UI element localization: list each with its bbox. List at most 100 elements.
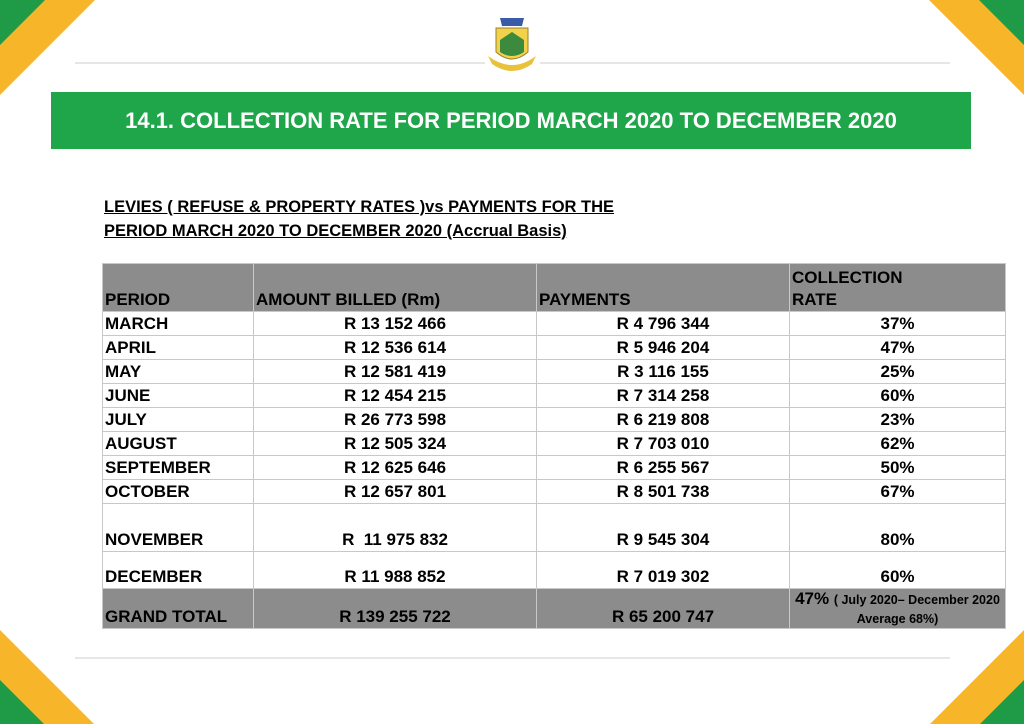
table-cell: R 4 796 344 [536,311,790,336]
table-row: MARCH R 13 152 466 R 4 796 344 37% [102,311,1006,336]
cell-text: 47% [795,589,830,608]
cell-text: AUGUST [105,434,177,453]
cell-text: R 12 657 801 [343,482,447,501]
table-cell: 50% [789,455,1006,480]
cell-text: R 4 796 344 [616,314,710,333]
table-cell: 25% [789,359,1006,384]
table-cell: JUNE [102,383,254,408]
cell-text: R 8 501 738 [616,482,710,501]
header-cell: AMOUNT BILLED (Rm) [253,263,537,312]
table-cell: R 13 152 466 [253,311,537,336]
table-cell: R 7 314 258 [536,383,790,408]
table-row: DECEMBER R 11 988 852 R 7 019 302 60% [102,551,1006,589]
header-row: PERIOD AMOUNT BILLED (Rm) PAYMENTS COLLECTI… [102,263,1006,312]
cell-text: JUNE [105,386,151,405]
cell-text: R 5 946 204 [616,338,710,357]
table-row: JULY R 26 773 598 R 6 219 808 23% [102,407,1006,432]
total-cell: GRAND TOTAL [102,588,254,629]
cell-text: R 12 581 419 [343,362,447,381]
table-cell: 23% [789,407,1006,432]
table-cell: 60% [789,383,1006,408]
table-cell: 37% [789,311,1006,336]
cell-text: R 11 988 852 [344,567,446,586]
table-cell: AUGUST [102,431,254,456]
cell-text: DECEMBER [105,567,203,586]
table-cell: 62% [789,431,1006,456]
cell-text: R 12 625 646 [343,458,447,477]
cell-text: ( July 2020– December 2020 Average 68%) [833,593,1000,626]
table-row: OCTOBER R 12 657 801 R 8 501 738 67% [102,479,1006,504]
title: 14.1. COLLECTION RATE FOR PERIOD MARCH 2… [125,107,897,133]
table-cell: JULY [102,407,254,432]
table-cell: R 12 454 215 [253,383,537,408]
table-cell: R 12 581 419 [253,359,537,384]
table-cell: R 26 773 598 [253,407,537,432]
cell-text: R 7 703 010 [616,434,710,453]
cell-text: JULY [105,410,147,429]
header-cell: PERIOD [102,263,254,312]
cell-text: 47% [880,338,915,357]
total-cell: R 139 255 722 [253,588,537,629]
subtitle-line: PERIOD MARCH 2020 TO DECEMBER 2020 (Accr… [104,222,567,240]
total-row: GRAND TOTAL R 139 255 722 R 65 200 747 47% … [102,588,1006,629]
cell-text: 62% [880,434,915,453]
subtitle: LEVIES ( REFUSE & PROPERTY RATES )vs PAY… [104,195,614,243]
cell-text: R 12 505 324 [343,434,447,453]
cell-text: NOVEMBER [105,530,204,549]
cell-text: PERIOD [105,290,171,309]
logo [488,18,536,71]
table-cell: R 7 019 302 [536,551,790,589]
cell-text: 60% [880,567,915,586]
table-cell: R 5 946 204 [536,335,790,360]
total-cell: R 65 200 747 [536,588,790,629]
table-cell: R 11 988 852 [253,551,537,589]
table-cell: SEPTEMBER [102,455,254,480]
cell-text: R 139 255 722 [339,607,451,626]
cell-text: R 26 773 598 [343,410,447,429]
table-cell: R 8 501 738 [536,479,790,504]
table-cell: 80% [789,503,1006,552]
table-cell: R 3 116 155 [536,359,790,384]
table-cell: R 12 536 614 [253,335,537,360]
cell-text: R 9 545 304 [616,530,710,549]
table-cell: R 9 545 304 [536,503,790,552]
title-banner: 14.1. COLLECTION RATE FOR PERIOD MARCH 2… [51,92,971,149]
cell-text: PAYMENTS [539,290,631,309]
cell-text: R 12 536 614 [343,338,447,357]
cell-text: COLLECTION [792,268,903,287]
cell-text: 25% [880,362,915,381]
table-cell: R 6 219 808 [536,407,790,432]
cell-text: 60% [880,386,915,405]
cell-text: 37% [880,314,915,333]
table-cell: MARCH [102,311,254,336]
cell-text: R 6 255 567 [616,458,710,477]
header-cell: COLLECTION RATE [789,263,1006,312]
cell-text: 23% [880,410,915,429]
table-cell: 47% [789,335,1006,360]
total-cell: 47% ( July 2020– December 2020 Average 6… [789,588,1006,629]
cell-text: AMOUNT BILLED (Rm) [256,290,441,309]
cell-text: APRIL [105,338,156,357]
table-row: JUNE R 12 454 215 R 7 314 258 60% [102,383,1006,408]
cell-text: 50% [880,458,915,477]
table-cell: R 6 255 567 [536,455,790,480]
cell-text: R 13 152 466 [343,314,447,333]
table-row: AUGUST R 12 505 324 R 7 703 010 62% [102,431,1006,456]
table-cell: NOVEMBER [102,503,254,552]
table-cell: 67% [789,479,1006,504]
subtitle-line: LEVIES ( REFUSE & PROPERTY RATES )vs PAY… [104,198,615,216]
cell-text: 80% [880,530,915,549]
cell-text: R 6 219 808 [616,410,710,429]
table-cell: R 12 505 324 [253,431,537,456]
cell-text: R 11 975 832 [342,530,448,549]
table-cell: R 11 975 832 [253,503,537,552]
cell-text: 67% [880,482,915,501]
table-cell: DECEMBER [102,551,254,589]
cell-text: OCTOBER [105,482,190,501]
cell-text: SEPTEMBER [105,458,211,477]
cell-text: RATE [792,290,838,309]
table-cell: R 12 625 646 [253,455,537,480]
table-cell: R 7 703 010 [536,431,790,456]
table-row: APRIL R 12 536 614 R 5 946 204 47% [102,335,1006,360]
